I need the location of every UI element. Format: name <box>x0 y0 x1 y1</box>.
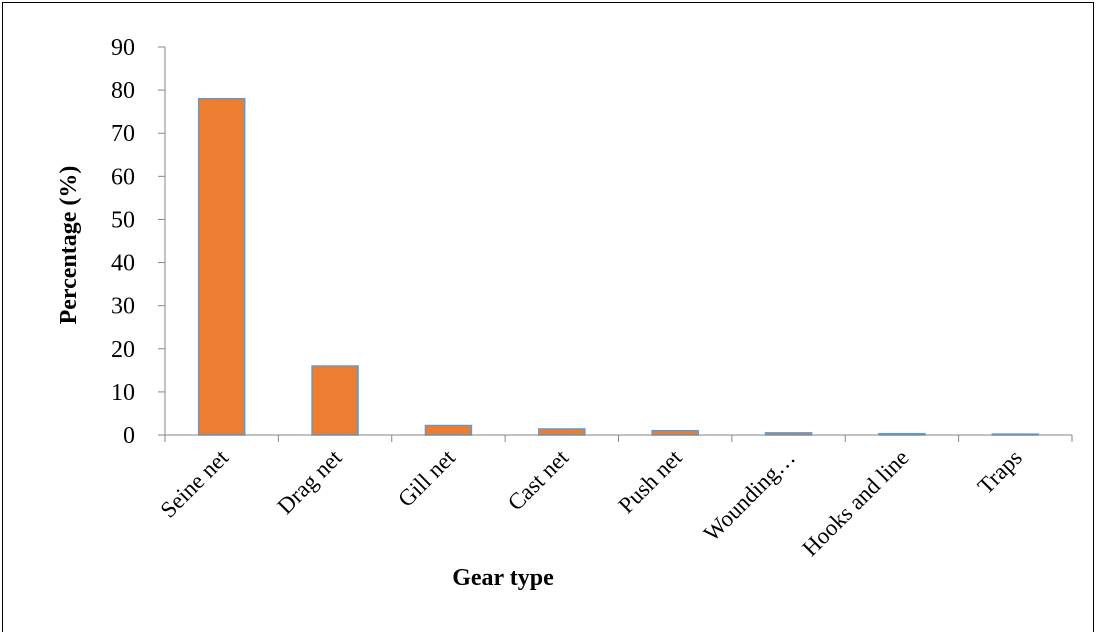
x-tick-label: Cast net <box>503 444 574 515</box>
y-tick-label: 40 <box>111 251 135 277</box>
x-tick-label: Traps <box>973 445 1027 499</box>
bar <box>197 97 246 436</box>
x-tick-label: Push net <box>613 444 687 518</box>
y-tick-label: 70 <box>111 121 135 147</box>
y-tick-label: 20 <box>111 337 135 363</box>
y-tick-label: 90 <box>111 35 135 61</box>
x-axis-labels: Seine net Drag net Gill net Cast net Push ne… <box>155 444 1026 561</box>
bar <box>311 365 359 436</box>
bar <box>424 424 473 436</box>
bar <box>538 428 586 436</box>
x-tick-label: Gill net <box>393 444 460 511</box>
y-tick-label: 0 <box>123 423 135 449</box>
x-tick-label: Wounding… <box>699 445 800 546</box>
y-tick-label: 80 <box>111 78 135 104</box>
x-tick-label: Hooks and line <box>797 445 913 561</box>
x-tick-label: Seine net <box>155 444 233 522</box>
y-tick-label: 30 <box>111 294 135 320</box>
bar <box>651 429 699 436</box>
y-axis-ticks: 0 10 20 30 40 50 60 70 80 90 <box>111 35 165 449</box>
y-tick-label: 60 <box>111 164 135 190</box>
x-axis-ticks <box>164 435 1073 442</box>
y-tick-label: 10 <box>111 380 135 406</box>
x-tick-label: Drag net <box>272 444 347 519</box>
y-axis-title: Percentage (%) <box>56 166 82 325</box>
bars <box>197 97 1040 436</box>
x-axis-title: Gear type <box>452 565 554 591</box>
y-tick-label: 50 <box>111 207 135 233</box>
